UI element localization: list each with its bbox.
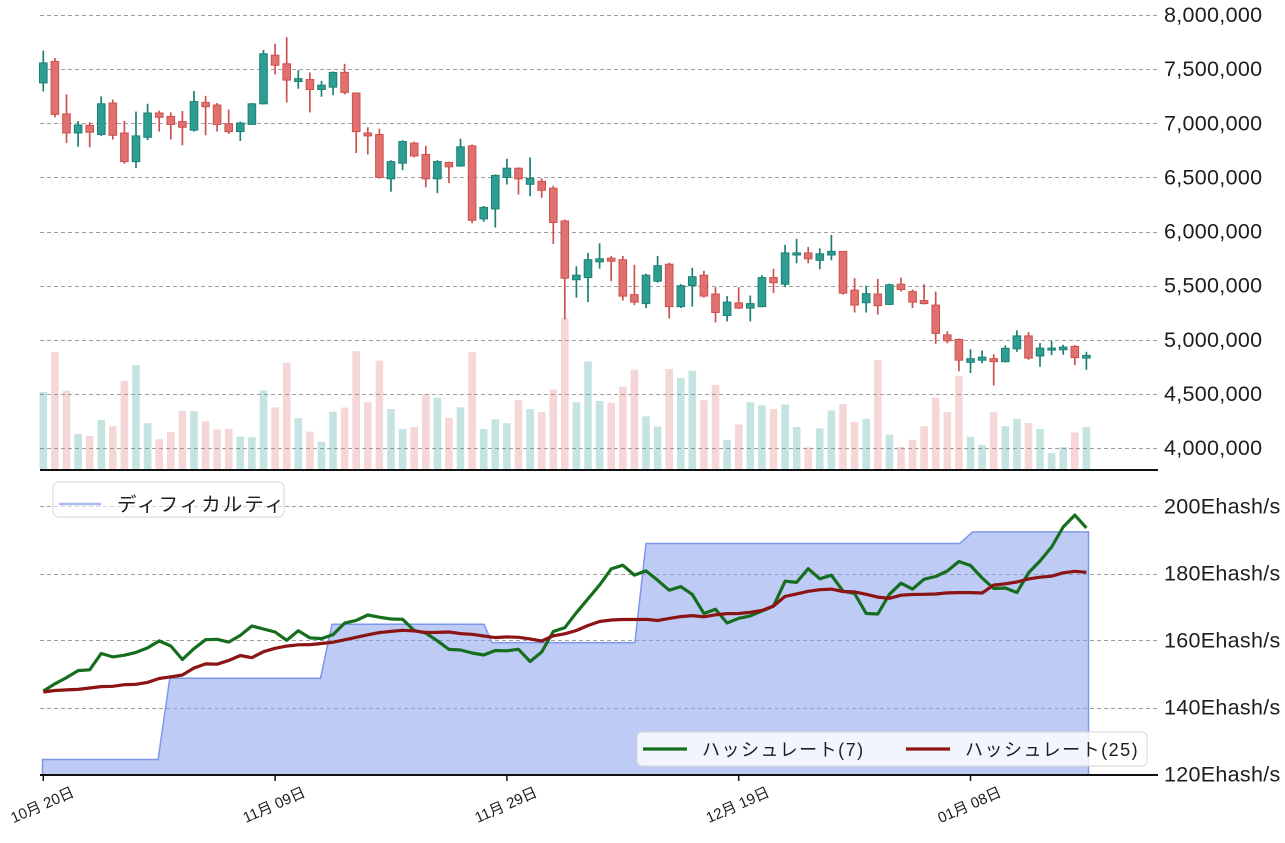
svg-text:4,500,000: 4,500,000: [1164, 382, 1262, 406]
svg-text:ハッシュレート(25): ハッシュレート(25): [965, 740, 1139, 760]
svg-text:5,000,000: 5,000,000: [1164, 328, 1262, 352]
svg-text:6,000,000: 6,000,000: [1164, 220, 1262, 244]
svg-text:8,000,000: 8,000,000: [1164, 3, 1262, 27]
svg-text:7,500,000: 7,500,000: [1164, 57, 1262, 81]
svg-text:140Ehash/s: 140Ehash/s: [1164, 696, 1281, 720]
svg-text:4,000,000: 4,000,000: [1164, 436, 1262, 460]
svg-text:120Ehash/s: 120Ehash/s: [1164, 763, 1281, 787]
svg-text:6,500,000: 6,500,000: [1164, 165, 1262, 189]
svg-text:180Ehash/s: 180Ehash/s: [1164, 562, 1281, 586]
svg-text:ハッシュレート(7): ハッシュレート(7): [702, 740, 865, 760]
svg-text:5,500,000: 5,500,000: [1164, 274, 1262, 298]
svg-text:200Ehash/s: 200Ehash/s: [1164, 495, 1281, 519]
svg-text:160Ehash/s: 160Ehash/s: [1164, 629, 1281, 653]
svg-text:7,000,000: 7,000,000: [1164, 111, 1262, 135]
svg-text:ディフィカルティ: ディフィカルティ: [117, 494, 286, 516]
